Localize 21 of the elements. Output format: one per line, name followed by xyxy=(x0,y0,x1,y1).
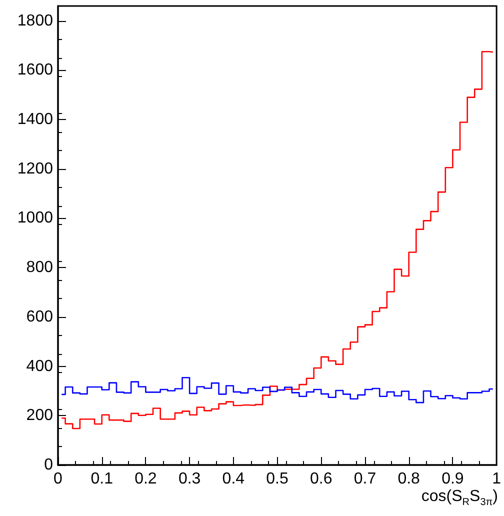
y-tick-label: 200 xyxy=(26,407,54,424)
x-tick-label: 0.7 xyxy=(354,470,376,488)
y-tick-label: 1800 xyxy=(17,12,54,30)
x-tick-label: 0.2 xyxy=(134,470,157,488)
x-tick-label: 0.6 xyxy=(310,470,332,488)
y-tick-label: 600 xyxy=(26,308,54,326)
y-tick-label: 800 xyxy=(26,259,54,276)
x-tick-label: 0.9 xyxy=(442,470,464,488)
x-tick-label: 0.1 xyxy=(90,470,114,488)
x-axis-title: cos(S$_{R}$S$_{3π}$) xyxy=(421,488,498,508)
y-tick-label: 1400 xyxy=(17,111,54,128)
y-tick-label: 1000 xyxy=(17,210,54,227)
x-tick-label: 0.8 xyxy=(398,470,420,488)
y-tick-label: 400 xyxy=(26,358,54,375)
x-tick-label: 0.4 xyxy=(222,470,245,488)
y-tick-label: 0 xyxy=(44,456,54,474)
y-tick-label: 1600 xyxy=(17,62,54,79)
x-tick-label: 1 xyxy=(492,470,502,488)
x-tick-label: 0.3 xyxy=(178,470,201,488)
y-tick-label: 1200 xyxy=(17,160,54,178)
x-tick-label: 0.5 xyxy=(266,470,288,488)
